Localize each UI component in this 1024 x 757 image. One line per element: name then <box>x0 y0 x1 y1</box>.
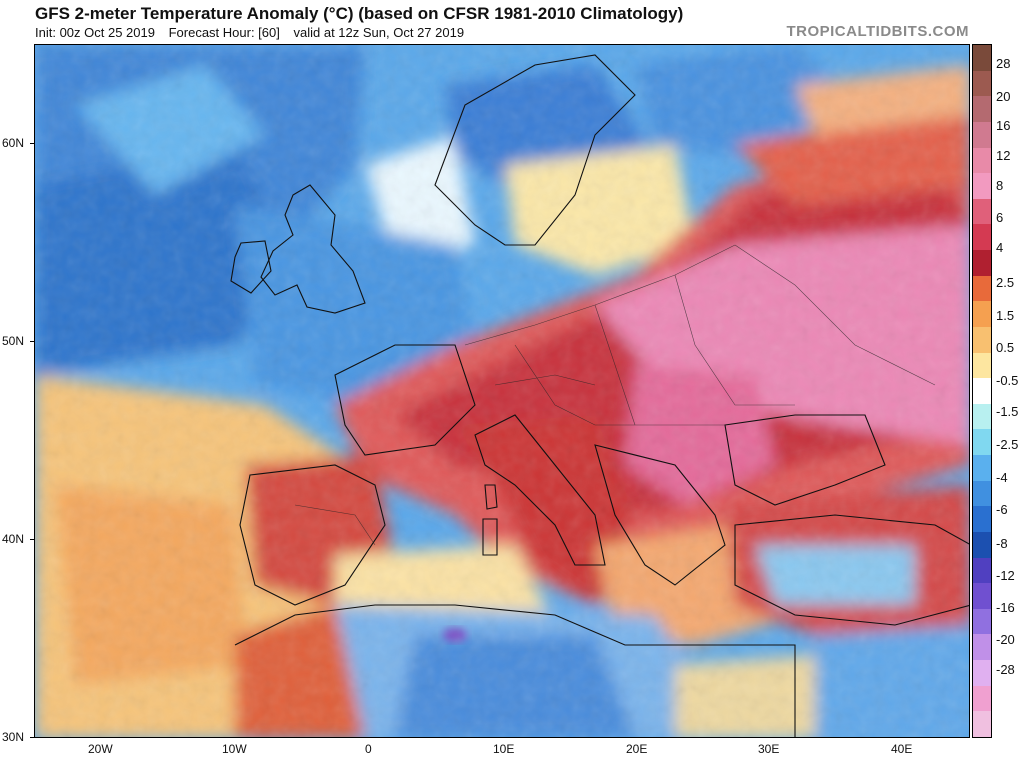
colorbar-cell <box>973 121 991 148</box>
lon-label-10w: 10W <box>222 742 247 756</box>
colorbar-label: -2.5 <box>996 437 1019 452</box>
map-title: GFS 2-meter Temperature Anomaly (°C) (ba… <box>35 4 684 23</box>
colorbar-label: 28 <box>996 56 1011 71</box>
lon-label-10e: 10E <box>493 742 515 756</box>
colorbar-cell <box>973 403 991 430</box>
colorbar-cell <box>973 147 991 174</box>
anomaly-map-svg <box>35 45 969 737</box>
lat-tick-30 <box>30 737 34 738</box>
colorbar-label: 6 <box>996 210 1004 225</box>
lon-label-30e: 30E <box>758 742 780 756</box>
colorbar-cell <box>973 506 991 533</box>
lon-label-0: 0 <box>365 742 372 756</box>
great-britain-outline <box>260 184 366 314</box>
colorbar-cell <box>973 45 991 72</box>
lon-label-20w: 20W <box>88 742 113 756</box>
coastlines <box>230 54 969 737</box>
colorbar-label: 4 <box>996 240 1004 255</box>
lat-label-40: 40N <box>2 532 25 546</box>
colorbar-label: -16 <box>996 600 1015 615</box>
colorbar-label: 8 <box>996 178 1004 193</box>
colorbar-label: 16 <box>996 118 1011 133</box>
colorbar-cell <box>973 250 991 277</box>
lat-tick-40 <box>30 539 34 540</box>
forecast-hour: Forecast Hour: [60] <box>168 25 280 40</box>
init-time: Init: 00z Oct 25 2019 <box>35 25 155 40</box>
lat-label-30: 30N <box>2 730 25 744</box>
lat-label-50: 50N <box>2 334 25 348</box>
turkey-outline <box>734 514 969 626</box>
lon-label-40e: 40E <box>891 742 913 756</box>
colorbar-cell <box>973 326 991 354</box>
colorbar-label: -1.5 <box>996 404 1019 419</box>
colorbar-label: 1.5 <box>996 308 1015 323</box>
colorbar-cell <box>973 275 991 302</box>
colorbar-label: 2.5 <box>996 275 1015 290</box>
corsica-outline <box>484 484 498 510</box>
colorbar-cell <box>973 455 991 482</box>
colorbar-cell <box>973 378 991 405</box>
lat-label-60: 60N <box>2 136 25 150</box>
colorbar-label: -20 <box>996 632 1015 647</box>
colorbar-cell <box>973 429 991 456</box>
north-africa-coast <box>234 604 796 737</box>
colorbar-label: -8 <box>996 536 1008 551</box>
brand-watermark: TROPICALTIDBITS.COM <box>786 23 969 40</box>
colorbar-label: 20 <box>996 89 1011 104</box>
colorbar-label: -4 <box>996 470 1008 485</box>
colorbar-cell <box>973 198 991 225</box>
colorbar <box>972 44 992 738</box>
colorbar-cell <box>973 301 991 328</box>
borders <box>294 244 936 546</box>
colorbar-cell <box>973 660 991 687</box>
sardinia-outline <box>482 518 498 556</box>
ireland-outline <box>230 240 272 294</box>
scandinavia-outline <box>434 54 636 246</box>
colorbar-cell <box>973 583 991 610</box>
valid-time: valid at 12z Sun, Oct 27 2019 <box>293 25 465 40</box>
lat-tick-50 <box>30 341 34 342</box>
colorbar-cell <box>973 608 991 635</box>
italy-outline <box>474 414 606 566</box>
balkans-outline <box>594 444 726 586</box>
colorbar-cell <box>973 634 991 661</box>
map-subtitle: Init: 00z Oct 25 2019 Forecast Hour: [60… <box>35 25 474 40</box>
iberia-outline <box>239 464 386 606</box>
black-sea-outline <box>724 414 886 506</box>
colorbar-label: -28 <box>996 662 1015 677</box>
colorbar-cell <box>973 224 991 251</box>
colorbar-cell <box>973 711 991 738</box>
colorbar-label: -0.5 <box>996 373 1019 388</box>
colorbar-cell <box>973 557 991 584</box>
colorbar-cell <box>973 173 991 200</box>
colorbar-label: 12 <box>996 148 1011 163</box>
colorbar-label: -12 <box>996 568 1015 583</box>
colorbar-cell <box>973 70 991 97</box>
colorbar-cell <box>973 352 991 379</box>
anomaly-map <box>34 44 970 738</box>
colorbar-cell <box>973 531 991 559</box>
colorbar-label: -6 <box>996 502 1008 517</box>
france-outline <box>334 344 476 456</box>
colorbar-label: 0.5 <box>996 340 1015 355</box>
colorbar-cell <box>973 685 991 712</box>
colorbar-cell <box>973 96 991 123</box>
lat-tick-60 <box>30 143 34 144</box>
colorbar-cell <box>973 480 991 507</box>
lon-label-20e: 20E <box>626 742 648 756</box>
